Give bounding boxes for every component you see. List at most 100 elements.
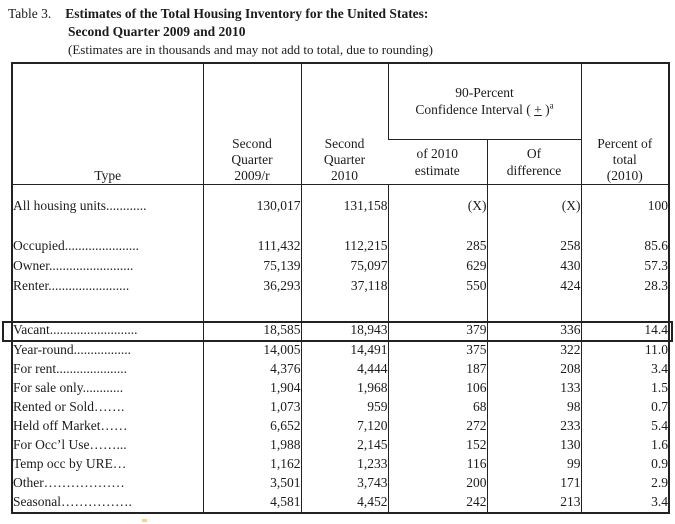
cell-pct: 100 [580,196,670,216]
cell-pct: 3.4 [580,492,670,513]
table-row-year-round: Year-round................. 14,005 14,49… [12,340,670,359]
cell-ci2010: 68 [387,397,487,416]
cell-ci2010: 629 [387,256,487,276]
header-q2-2010-line1: Second [324,135,365,151]
cell-cidiff: 171 [486,473,582,492]
header-percent-line2: total [612,151,637,167]
cell-pct: 2.9 [580,473,670,492]
spacer-row [12,216,670,236]
row-label: Held off Market…… [13,417,128,433]
header-q2-2010-line2: Quarter [323,151,366,167]
cell-q2010: 37,118 [300,276,388,296]
cell-ci2010: 187 [387,359,487,378]
cell-q2010: 3,743 [300,473,388,492]
row-label: For rent..................... [13,360,127,376]
header-ci-2010-line1: of 2010 [416,145,459,161]
title-subtitle: Second Quarter 2009 and 2010 [68,24,246,39]
cell-ci2010: (X) [387,196,487,216]
table-row-for-occl-use: For Occ’l Use……... 1,988 2,145 152 130 1… [12,435,670,454]
cell-q2010: 75,097 [300,256,388,276]
header-percent-line3: (2010) [606,167,643,183]
row-label: Vacant.......................... [13,322,138,337]
header-ci-of-difference: Of difference [486,139,582,185]
cell-ci2010: 106 [387,378,487,397]
cell-cidiff: 99 [486,454,582,473]
row-label: All housing units............ [13,198,147,213]
cell-ci2010: 550 [387,276,487,296]
row-label: For Occ’l Use……... [13,436,127,452]
ci-header-line1: 90-Percent [455,85,514,101]
cell-ci2010: 116 [387,454,487,473]
cell-q2009: 130,017 [202,196,301,216]
header-percent-line1: Percent of [597,135,653,151]
cell-ci2010: 242 [387,492,487,513]
cell-cidiff: 233 [486,416,582,435]
table-row-seasonal: Seasonal……………. 4,581 4,452 242 213 3.4 [12,492,670,513]
table-row-other: Other……………… 3,501 3,743 200 171 2.9 [12,473,670,492]
cell-pct: 3.4 [580,359,670,378]
cell-q2010: 1,968 [300,378,388,397]
row-label: Renter........................ [13,278,130,293]
header-q2-2010: Second Quarter 2010 [300,63,388,185]
table-title-block: Table 3. Estimates of the Total Housing I… [8,5,433,58]
cell-cidiff: 424 [486,276,582,296]
cell-cidiff: 208 [486,359,582,378]
header-percent-of-total: Percent of total (2010) [580,63,670,185]
table-row-for-rent: For rent..................... 4,376 4,44… [12,359,670,378]
row-label: Other……………… [13,474,125,490]
cell-q2010: 1,233 [300,454,388,473]
cell-cidiff: 133 [486,378,582,397]
ci-header-line2-prefix: Confidence Interval ( [415,102,535,118]
cell-q2009: 111,432 [202,236,301,256]
title-text: Estimates of the Total Housing Inventory… [65,6,429,21]
header-q2-2009-line1: Second [232,135,272,151]
table-row-vacant: Vacant.......................... 18,585 … [12,320,670,340]
table-number: Table 3. [8,6,52,21]
cell-pct: 14.4 [580,320,670,340]
cell-cidiff: 336 [486,320,582,340]
housing-table-wrap: Type Second Quarter 2009/r Second Quarte… [2,62,673,514]
cell-q2010: 4,444 [300,359,388,378]
cell-q2009: 14,005 [202,340,301,359]
spacer-row [12,184,670,196]
ci-header-line2: Confidence Interval ( + )a [389,101,581,118]
cell-cidiff: (X) [486,196,582,216]
cell-pct: 5.4 [580,416,670,435]
cell-q2009: 36,293 [202,276,301,296]
cell-ci2010: 272 [387,416,487,435]
cell-q2009: 18,585 [202,320,301,340]
cell-pct: 11.0 [580,340,670,359]
cell-q2009: 4,376 [202,359,301,378]
title-line-1: Table 3. Estimates of the Total Housing I… [8,5,433,23]
row-label: Occupied...................... [13,238,139,253]
cell-pct: 1.6 [580,435,670,454]
scan-artifact [142,519,147,522]
header-q2-2010-line3: 2010 [331,167,358,183]
cell-q2009: 4,581 [202,492,301,513]
row-label: For sale only............ [13,379,124,395]
cell-ci2010: 200 [387,473,487,492]
cell-cidiff: 322 [486,340,582,359]
row-label: Year-round................. [13,341,131,357]
cell-q2009: 1,988 [202,435,301,454]
title-note: (Estimates are in thousands and may not … [68,42,434,57]
cell-q2010: 18,943 [300,320,388,340]
header-type: Type [12,63,203,185]
header-q2-2009-line3: 2009/r [234,167,270,183]
table-row-renter: Renter........................ 36,293 37… [12,276,670,296]
row-label: Rented or Sold……. [13,398,125,414]
spacer-row [12,296,670,320]
header-confidence-interval-group: 90-Percent Confidence Interval ( + )a [387,63,582,140]
table-row-owner: Owner......................... 75,139 75… [12,256,670,276]
header-ci-2010-line2: estimate [414,162,460,178]
cell-q2009: 1,162 [202,454,301,473]
cell-cidiff: 430 [486,256,582,276]
header-ci-diff-line2: difference [506,162,562,178]
table-row-rented-or-sold: Rented or Sold……. 1,073 959 68 98 0.7 [12,397,670,416]
cell-q2009: 3,501 [202,473,301,492]
cell-pct: 28.3 [580,276,670,296]
table-row-occupied: Occupied...................... 111,432 1… [12,236,670,256]
cell-pct: 0.7 [580,397,670,416]
cell-q2010: 4,452 [300,492,388,513]
